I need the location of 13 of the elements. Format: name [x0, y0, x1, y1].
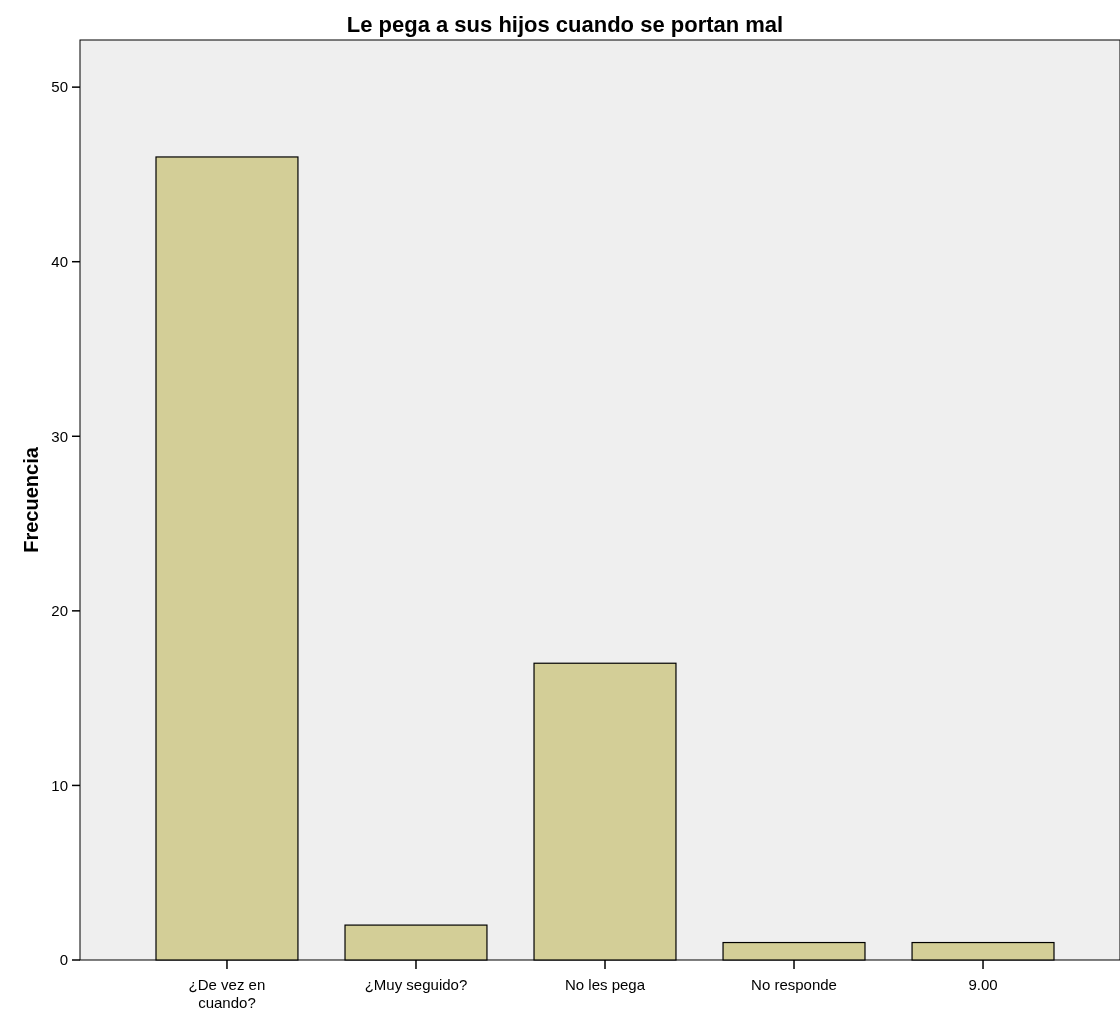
y-tick-label: 0 [59, 951, 68, 969]
y-tick-label: 20 [51, 602, 68, 620]
x-tick-label: No les pega [564, 976, 646, 993]
x-tick-label: 9.00 [968, 976, 998, 993]
y-tick-label: 10 [51, 776, 68, 794]
x-tick-label: ¿Muy seguido? [364, 976, 468, 993]
y-tick-label: 40 [51, 252, 68, 270]
x-tick-label: ¿De vez en cuando? [188, 976, 266, 1011]
chart-title: Le pega a sus hijos cuando se portan mal [346, 12, 784, 37]
y-axis-title: Frecuencia [20, 446, 42, 553]
y-tick-label: 50 [51, 78, 68, 96]
y-tick-label: 30 [51, 427, 68, 445]
x-tick-label: No responde [751, 976, 837, 993]
